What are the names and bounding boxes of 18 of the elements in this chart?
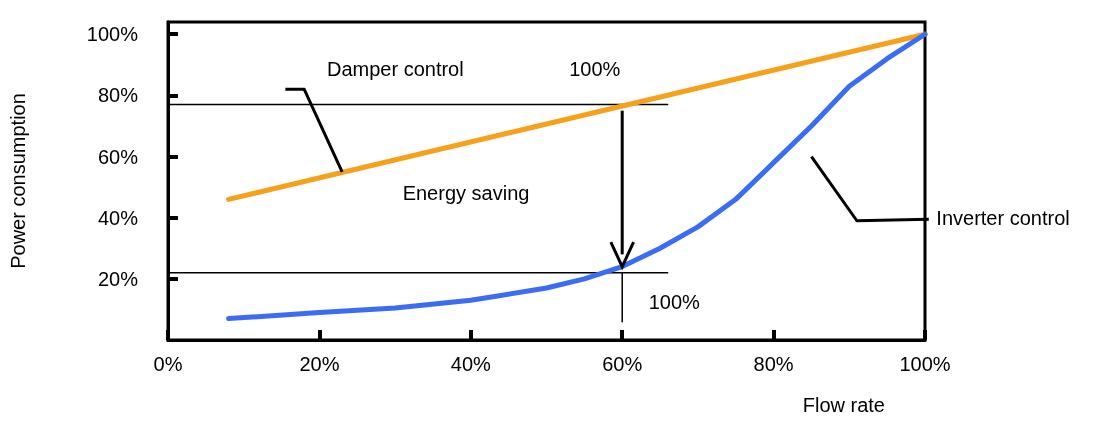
x-tick-label: 100% (899, 353, 951, 375)
y-tick-label: 80% (97, 84, 139, 107)
y-tick-label: 40% (97, 206, 139, 229)
annotation: Energy saving (402, 182, 530, 205)
y-tick-label: 60% (97, 145, 139, 168)
x-tick-label: 20% (299, 353, 340, 375)
annotation: 100% (569, 58, 621, 81)
x-tick-label: 60% (602, 353, 643, 375)
annotation: Damper control (326, 58, 464, 81)
x-tick-label: 40% (450, 353, 492, 375)
y-tick-label: 20% (97, 267, 139, 290)
y-tick-label: 100% (86, 23, 139, 46)
x-axis-title: Flow rate (802, 394, 885, 416)
y-axis-title: Power consumption (7, 93, 29, 269)
annotation: 100% (648, 290, 701, 313)
x-tick-label: 80% (753, 353, 794, 375)
text: Inverter control (936, 206, 1070, 229)
x-tick-label: 0% (153, 353, 183, 375)
